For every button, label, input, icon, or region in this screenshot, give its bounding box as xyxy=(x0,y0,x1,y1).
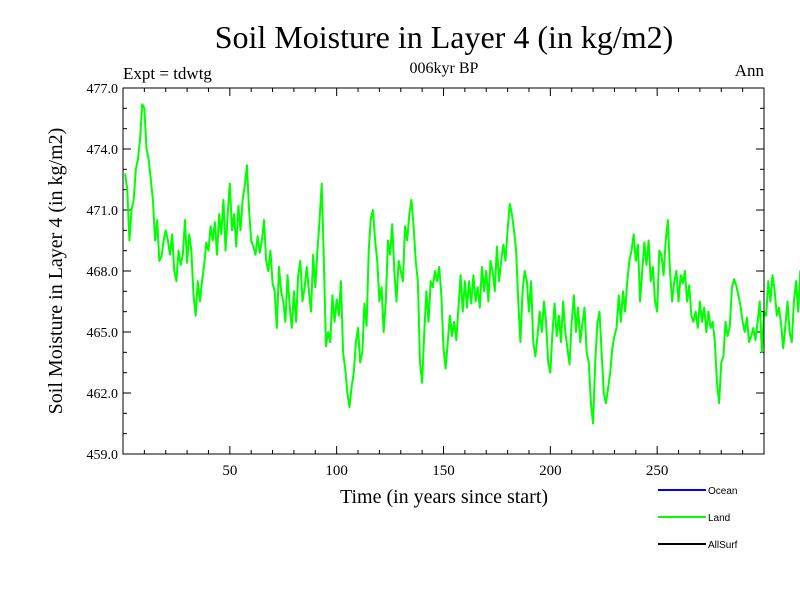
y-tick-label: 477.0 xyxy=(87,82,119,97)
y-axis-label: Soil Moisture in Layer 4 (in kg/m2) xyxy=(45,128,67,415)
x-axis-label: Time (in years since start) xyxy=(340,486,548,508)
legend: Ocean Land AllSurf xyxy=(658,486,738,551)
season-label: Ann xyxy=(735,61,765,80)
experiment-label: Expt = tdwtg xyxy=(123,64,212,83)
plot-frame xyxy=(122,87,765,455)
x-tick-label: 200 xyxy=(539,463,562,479)
chart-subtitle: 006kyr BP xyxy=(410,60,479,77)
y-tick-label: 459.0 xyxy=(87,448,119,463)
x-tick-label: 50 xyxy=(222,463,237,479)
y-tick-label: 465.0 xyxy=(87,326,119,341)
legend-ocean-label: Ocean xyxy=(708,486,737,497)
y-tick-label: 462.0 xyxy=(87,387,119,402)
y-axis-ticks: 459.0 462.0 465.0 468.0 471.0 474.0 477.0 xyxy=(87,82,764,463)
chart-title: Soil Moisture in Layer 4 (in kg/m2) xyxy=(215,19,674,55)
legend-allsurf-label: AllSurf xyxy=(708,540,738,551)
series-layer xyxy=(124,103,800,425)
legend-land-label: Land xyxy=(708,513,730,524)
y-tick-label: 474.0 xyxy=(87,143,119,158)
x-tick-label: 150 xyxy=(432,463,455,479)
x-tick-label: 250 xyxy=(646,463,669,479)
series-line-land xyxy=(124,103,800,425)
x-tick-label: 100 xyxy=(325,463,348,479)
y-tick-label: 468.0 xyxy=(87,265,119,280)
y-tick-label: 471.0 xyxy=(87,204,119,219)
x-axis-ticks: 50 100 150 200 250 xyxy=(143,88,744,479)
